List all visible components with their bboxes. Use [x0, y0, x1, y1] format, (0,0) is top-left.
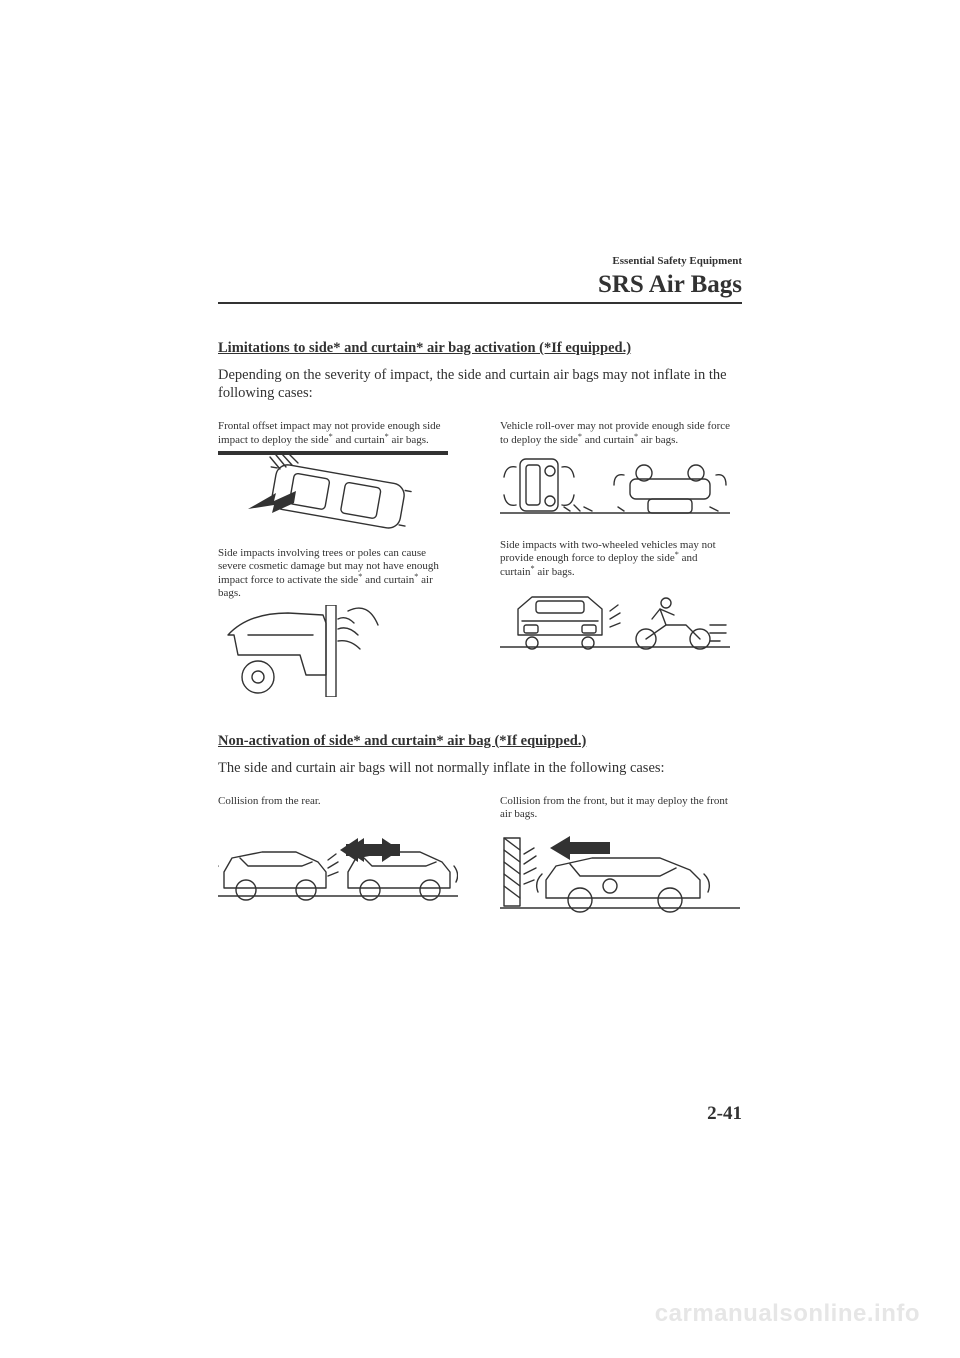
section-body-limitations: Depending on the severity of impact, the…	[218, 366, 742, 402]
figure-two-wheeled: Side impacts with two-wheeled vehicles m…	[500, 539, 742, 655]
cap-a-star2: *	[385, 432, 389, 441]
cap-a-3: air bags.	[389, 434, 429, 446]
figure-grid-2: Collision from the rear.	[218, 795, 742, 934]
header-section: Essential Safety Equipment	[227, 255, 742, 267]
section-heading-limitations: Limitations to side* and curtain* air ba…	[218, 340, 742, 357]
cap-b-star1: *	[578, 432, 582, 441]
watermark: carmanualsonline.info	[655, 1300, 920, 1328]
caption-two-wheeled: Side impacts with two-wheeled vehicles m…	[500, 539, 730, 579]
cap-c-star1: *	[358, 572, 362, 581]
content-area: Limitations to side* and curtain* air ba…	[218, 340, 742, 934]
cap-a-star1: *	[329, 432, 333, 441]
cap-d-3: air bags.	[535, 566, 575, 578]
figure-col-left-1: Frontal offset impact may not provide en…	[218, 420, 460, 714]
cap-b-star2: *	[634, 432, 638, 441]
figure-frontal-offset: Frontal offset impact may not provide en…	[218, 420, 460, 529]
figure-col-left-2: Collision from the rear.	[218, 795, 460, 934]
illustration-tree-pole	[218, 605, 428, 697]
illustration-front-collision	[500, 826, 740, 916]
page: Essential Safety Equipment SRS Air Bags …	[0, 0, 960, 1358]
illustration-rear-collision	[218, 826, 458, 904]
caption-rear-collision: Collision from the rear.	[218, 795, 448, 808]
figure-rear-collision: Collision from the rear.	[218, 795, 460, 904]
page-number: 2-41	[707, 1103, 742, 1125]
caption-spacer	[218, 812, 460, 826]
caption-tree-pole: Side impacts involving trees or poles ca…	[218, 547, 448, 601]
page-header: Essential Safety Equipment SRS Air Bags	[227, 255, 742, 299]
illustration-frontal-offset	[218, 451, 448, 529]
figure-grid-1: Frontal offset impact may not provide en…	[218, 420, 742, 714]
header-title: SRS Air Bags	[227, 271, 742, 299]
cap-b-3: air bags.	[638, 434, 678, 446]
caption-frontal-offset: Frontal offset impact may not provide en…	[218, 420, 448, 447]
figure-col-right-2: Collision from the front, but it may dep…	[500, 795, 742, 934]
figure-tree-pole: Side impacts involving trees or poles ca…	[218, 547, 460, 697]
cap-c-2: and curtain	[362, 574, 414, 586]
section-heading-nonactivation: Non-activation of side* and curtain* air…	[218, 733, 742, 750]
caption-front-collision: Collision from the front, but it may dep…	[500, 795, 730, 822]
figure-rollover: Vehicle roll-over may not provide enough…	[500, 420, 742, 521]
cap-d-star1: *	[675, 550, 679, 559]
figure-front-collision: Collision from the front, but it may dep…	[500, 795, 742, 916]
illustration-two-wheeled	[500, 583, 730, 655]
section-body-nonactivation: The side and curtain air bags will not n…	[218, 759, 742, 777]
cap-c-star2: *	[414, 572, 418, 581]
illustration-rollover	[500, 451, 730, 521]
spacer	[218, 715, 742, 733]
cap-d-star2: *	[531, 564, 535, 573]
cap-a-2: and curtain	[333, 434, 385, 446]
header-rule	[218, 302, 742, 304]
caption-rollover: Vehicle roll-over may not provide enough…	[500, 420, 730, 447]
figure-col-right-1: Vehicle roll-over may not provide enough…	[500, 420, 742, 714]
cap-b-2: and curtain	[582, 434, 634, 446]
